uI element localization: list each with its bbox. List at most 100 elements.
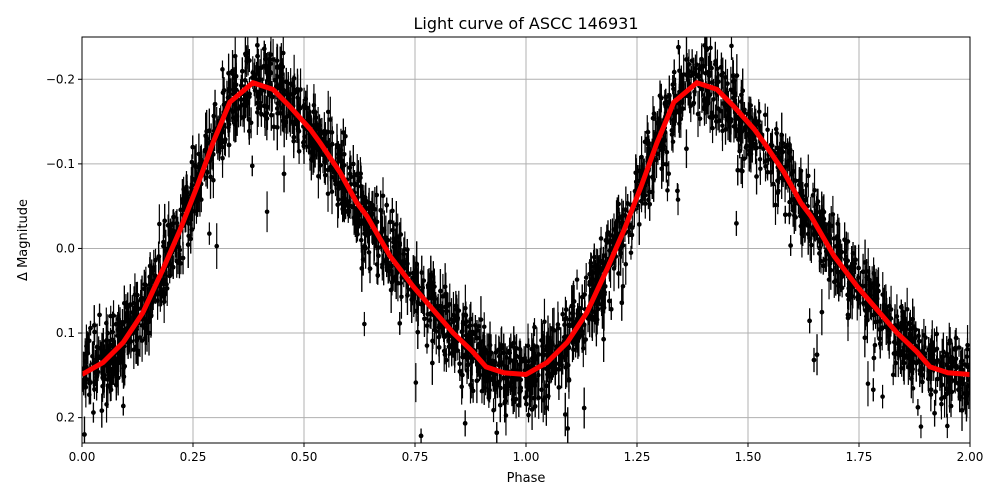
data-point xyxy=(325,191,331,197)
data-point xyxy=(598,236,604,241)
data-point xyxy=(675,188,680,194)
data-point xyxy=(863,308,868,313)
data-point xyxy=(805,173,811,179)
data-point xyxy=(807,318,812,324)
data-point xyxy=(280,50,286,56)
data-point xyxy=(232,53,238,59)
data-point xyxy=(372,207,378,212)
data-point xyxy=(413,380,419,385)
data-point xyxy=(358,184,364,189)
data-point xyxy=(271,124,277,130)
data-point xyxy=(962,362,968,367)
data-point xyxy=(939,396,944,401)
data-point xyxy=(907,321,913,327)
data-point xyxy=(664,162,669,167)
data-point xyxy=(189,159,195,165)
data-point xyxy=(733,123,738,128)
data-point xyxy=(890,372,896,378)
data-point xyxy=(532,324,537,330)
data-point xyxy=(934,346,940,352)
data-point xyxy=(623,261,629,267)
data-point xyxy=(555,322,561,327)
data-point xyxy=(845,312,851,318)
data-point xyxy=(335,202,340,208)
data-point xyxy=(270,57,276,62)
data-point xyxy=(322,159,327,165)
data-point xyxy=(497,379,502,385)
data-point xyxy=(525,343,531,349)
data-point xyxy=(430,360,435,366)
data-point xyxy=(492,359,498,365)
data-point xyxy=(161,278,167,283)
data-point xyxy=(728,87,734,93)
data-point xyxy=(789,171,795,176)
data-point xyxy=(807,236,813,242)
data-point xyxy=(476,323,482,329)
data-point xyxy=(860,269,866,275)
data-point xyxy=(539,387,544,393)
data-point xyxy=(264,209,270,215)
data-point xyxy=(899,366,905,371)
data-point xyxy=(865,381,871,387)
data-point xyxy=(765,127,770,133)
data-point xyxy=(666,171,672,177)
data-point xyxy=(493,350,499,355)
data-point xyxy=(709,80,715,85)
data-point xyxy=(960,367,965,373)
data-point xyxy=(741,156,747,162)
data-point xyxy=(137,335,143,340)
data-point xyxy=(459,384,464,390)
data-point xyxy=(542,319,547,325)
data-point xyxy=(111,313,116,318)
data-point xyxy=(366,250,372,255)
data-point xyxy=(762,159,768,164)
data-point xyxy=(250,75,255,80)
data-points xyxy=(82,37,970,443)
plot-area xyxy=(82,37,970,443)
data-point xyxy=(157,221,162,227)
data-point xyxy=(762,112,768,118)
data-point xyxy=(199,197,204,202)
data-point xyxy=(776,188,781,194)
data-point xyxy=(708,45,713,51)
data-point xyxy=(374,192,379,198)
data-point xyxy=(329,189,335,194)
data-point xyxy=(710,125,715,131)
data-point xyxy=(220,67,225,72)
data-point xyxy=(623,207,629,213)
data-point xyxy=(316,174,321,179)
data-point xyxy=(325,109,331,115)
data-point xyxy=(433,329,439,334)
data-point xyxy=(917,338,922,344)
data-point xyxy=(684,57,689,62)
data-point xyxy=(773,202,778,208)
data-point xyxy=(771,181,776,187)
data-point xyxy=(873,319,878,325)
data-point xyxy=(665,188,670,193)
x-axis-label: Phase xyxy=(507,471,546,486)
data-point xyxy=(709,65,714,71)
data-point xyxy=(351,161,356,167)
data-point xyxy=(812,187,817,193)
data-point xyxy=(211,177,216,183)
data-point xyxy=(615,218,620,223)
data-point xyxy=(867,287,872,293)
data-point xyxy=(695,111,701,117)
data-point xyxy=(345,199,350,205)
data-point xyxy=(534,344,540,349)
data-point xyxy=(451,312,456,318)
data-point xyxy=(830,212,836,217)
data-point xyxy=(628,250,634,256)
data-point xyxy=(566,378,572,383)
data-point xyxy=(956,345,962,350)
data-point xyxy=(380,193,386,199)
data-point xyxy=(399,294,404,300)
data-point xyxy=(427,318,433,323)
data-point xyxy=(468,382,473,388)
data-point xyxy=(447,302,453,307)
data-point xyxy=(178,207,183,213)
data-point xyxy=(565,426,571,431)
data-point xyxy=(965,342,970,348)
